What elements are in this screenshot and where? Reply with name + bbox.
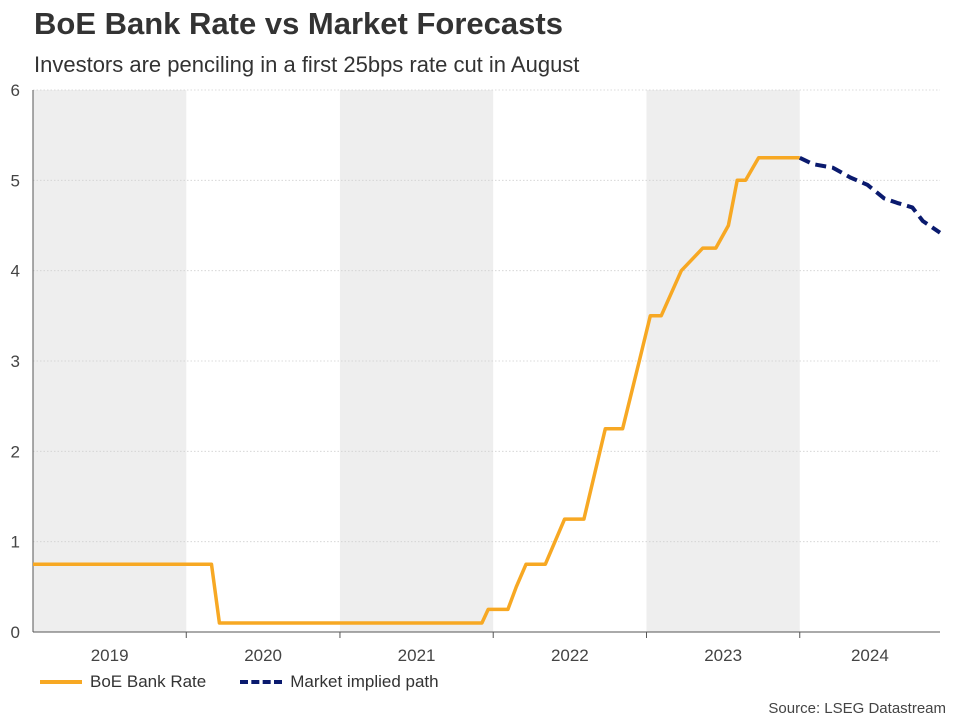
y-tick-label-6: 6 xyxy=(11,81,20,100)
legend-swatch-market-path xyxy=(240,680,283,684)
chart-title: BoE Bank Rate vs Market Forecasts xyxy=(34,6,563,41)
chart-subtitle: Investors are penciling in a first 25bps… xyxy=(34,52,580,77)
legend: BoE Bank Rate Market implied path xyxy=(40,672,473,692)
series-lines xyxy=(33,156,942,625)
x-tick-label-2023: 2023 xyxy=(704,646,742,665)
legend-label-market-path: Market implied path xyxy=(290,672,439,691)
x-tick-label-2020: 2020 xyxy=(244,646,282,665)
y-tick-label-1: 1 xyxy=(11,533,20,552)
legend-label-bank-rate: BoE Bank Rate xyxy=(90,672,207,691)
x-tick-label-2019: 2019 xyxy=(91,646,129,665)
y-tick-label-5: 5 xyxy=(11,171,20,190)
source-note: Source: LSEG Datastream xyxy=(768,700,946,717)
legend-item-bank-rate: BoE Bank Rate xyxy=(40,672,206,692)
legend-swatch-bank-rate xyxy=(40,680,82,684)
axes xyxy=(32,90,940,638)
series-line-market-path xyxy=(798,156,942,235)
y-tick-label-3: 3 xyxy=(11,352,20,371)
gridlines xyxy=(33,89,940,543)
y-tick-label-4: 4 xyxy=(11,262,20,281)
x-tick-label-2024: 2024 xyxy=(851,646,889,665)
series-line-bank-rate xyxy=(33,156,800,625)
y-tick-label-2: 2 xyxy=(11,442,20,461)
y-tick-label-0: 0 xyxy=(11,623,20,642)
tick-labels: 0 1 2 3 4 5 6 2019 2020 2021 2022 2023 2024 xyxy=(11,81,889,665)
legend-item-market-path: Market implied path xyxy=(240,672,439,692)
x-tick-label-2022: 2022 xyxy=(551,646,589,665)
x-tick-label-2021: 2021 xyxy=(398,646,436,665)
